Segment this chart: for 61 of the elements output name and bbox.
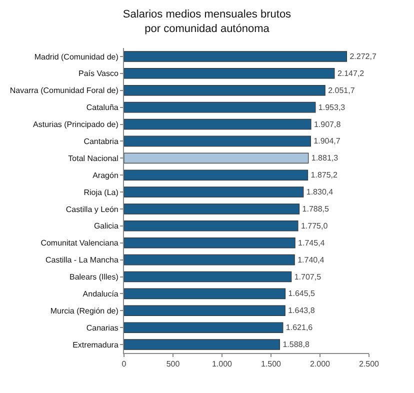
data-label: 1.775,0 [300,221,328,230]
data-label: 1.904,7 [314,136,341,146]
bar [124,118,312,130]
bar [124,237,296,248]
bar [124,136,311,147]
data-label: 1.875,2 [310,170,338,180]
bar [124,51,348,62]
bar [124,271,292,282]
y-tick-label: Total Nacional [68,154,119,163]
y-tick-label: Cantabria [84,136,119,146]
y-tick-label: País Vasco [78,69,119,78]
bar [124,305,286,316]
bar [124,288,286,300]
bar [124,170,308,180]
bar [124,84,326,96]
y-tick-label: Balears (Illes) [69,272,119,282]
data-label: 2.147,2 [337,68,365,78]
bar [124,339,280,350]
data-label: 1.745,4 [298,238,326,248]
data-label: 1.643,8 [288,306,316,316]
data-label: 1.740,4 [298,255,325,264]
x-tick-label: 2.000 [310,360,331,369]
y-tick-label: Aragón [92,170,118,180]
bar [124,220,298,232]
y-tick-label: Andalucía [82,289,119,298]
y-tick-label: Asturias (Principado de) [33,120,119,130]
y-tick-label: Extremadura [72,340,119,350]
bar [124,152,309,164]
data-label: 1.621,6 [286,323,314,332]
data-label: 1.588,8 [282,340,310,350]
data-label: 1.788,5 [302,204,330,214]
chart-title: Salarios medios mensuales brutos por comunidad autónoma [122,8,292,35]
data-label: 1.707,5 [294,272,322,282]
data-label: 1.881,3 [311,154,339,163]
y-tick-label: Rioja (La) [84,188,119,197]
y-tick-label: Comunitat Valenciana [40,238,119,248]
y-tick-label: Murcia (Región de) [50,306,119,316]
x-tick-label: 500 [166,360,180,369]
x-tick-label: 0 [122,360,127,369]
bar [124,204,300,214]
bar [124,102,316,113]
y-tick-label: Madrid (Comunidad de) [34,52,119,62]
x-tick-label: 1.500 [260,360,282,369]
bar [124,186,304,198]
data-label: 1.907,8 [314,120,342,129]
y-tick-label: Canarias [86,323,118,332]
y-tick-label: Castilla - La Mancha [45,256,119,265]
data-label: 2.051,7 [328,86,356,95]
y-tick-label: Galicia [94,222,119,231]
y-tick-label: Cataluña [86,103,119,112]
y-tick-label: Castilla y León [66,204,118,214]
data-label: 1.830,4 [306,188,334,197]
data-label: 1.645,5 [288,289,316,298]
data-label: 2.272,7 [350,52,377,61]
y-tick-label: Navarra (Comunidad Foral de) [10,86,119,96]
x-tick-label: 1.000 [212,360,233,369]
x-tick-label: 2.500 [358,360,380,369]
bar [124,322,284,333]
data-label: 1.953,3 [318,102,346,112]
bar [124,68,335,79]
bar [124,254,295,266]
